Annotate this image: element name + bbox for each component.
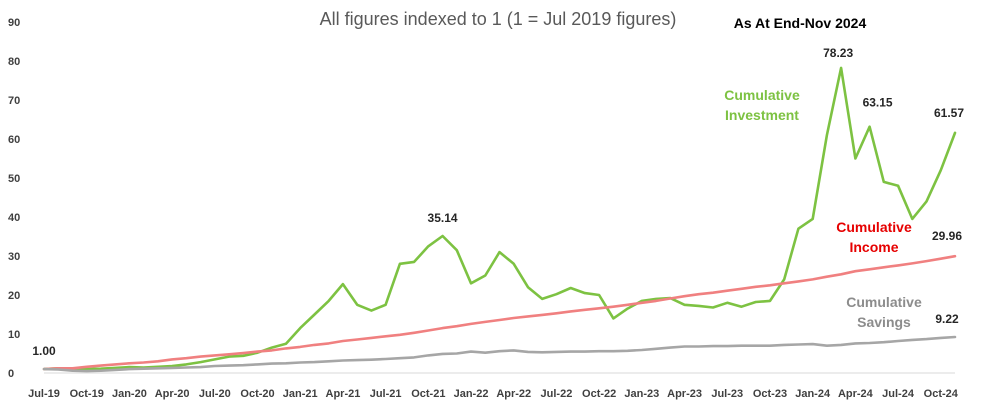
x-tick-label: Oct-21: [411, 388, 445, 400]
series-line-2: [42, 335, 957, 373]
x-tick-label: Oct-24: [924, 388, 959, 400]
series-line-0: [42, 66, 957, 372]
data-label: 9.22: [935, 312, 959, 326]
data-label: 35.14: [428, 211, 458, 225]
x-tick-label: Jan-20: [112, 388, 147, 400]
data-labels: 1.00 35.14 78.23 63.15 61.57 29.96 9.22: [32, 46, 964, 358]
chart-title: All figures indexed to 1 (1 = Jul 2019 f…: [320, 9, 677, 29]
y-tick-label: 30: [8, 251, 20, 263]
y-tick-label: 70: [8, 95, 20, 107]
y-tick-label: 10: [8, 329, 20, 341]
x-tick-label: Jan-23: [624, 388, 659, 400]
y-tick-label: 80: [8, 56, 20, 68]
series-labels: Cumulative Investment Cumulative Income Cumu…: [724, 87, 922, 330]
x-tick-label: Oct-20: [240, 388, 274, 400]
x-tick-label: Apr-20: [155, 388, 190, 400]
x-tick-label: Apr-21: [326, 388, 361, 400]
y-tick-label: 60: [8, 134, 20, 146]
y-tick-label: 20: [8, 290, 20, 302]
x-tick-label: Oct-19: [70, 388, 104, 400]
series-line-1: [42, 254, 957, 371]
x-tick-label: Oct-23: [753, 388, 787, 400]
x-axis: Jul-19 Oct-19 Jan-20 Apr-20 Jul-20 Oct-20 Jan-…: [28, 372, 959, 400]
series-label-2: Cumulative Savings: [846, 294, 922, 330]
y-tick-label: 40: [8, 212, 20, 224]
x-tick-label: Jan-21: [283, 388, 318, 400]
x-tick-label: Jul-24: [882, 388, 915, 400]
series-lines: [42, 66, 957, 373]
chart-subtitle: As At End-Nov 2024: [734, 15, 867, 31]
y-tick-label: 90: [8, 17, 20, 29]
y-tick-label: 50: [8, 173, 20, 185]
x-tick-label: Jan-24: [795, 388, 831, 400]
x-tick-label: Jul-19: [28, 388, 60, 400]
series-label-1: Cumulative Income: [836, 219, 912, 255]
x-tick-label: Oct-22: [582, 388, 616, 400]
y-tick-label: 0: [8, 368, 14, 380]
x-tick-label: Jul-21: [370, 388, 402, 400]
data-label: 29.96: [932, 229, 962, 243]
data-label: 61.57: [934, 106, 964, 120]
data-label: 63.15: [863, 96, 893, 110]
x-tick-label: Jul-22: [541, 388, 573, 400]
x-tick-label: Jul-20: [199, 388, 231, 400]
x-tick-label: Apr-22: [496, 388, 531, 400]
data-label: 1.00: [32, 344, 56, 358]
y-axis: 0 10 20 30 40 50 60 70 80 90: [8, 17, 20, 380]
x-tick-label: Apr-24: [838, 388, 874, 400]
x-tick-label: Apr-23: [667, 388, 702, 400]
x-tick-label: Jul-23: [711, 388, 743, 400]
series-label-0: Cumulative Investment: [724, 87, 800, 123]
data-label: 78.23: [823, 46, 853, 60]
x-tick-label: Jan-22: [454, 388, 489, 400]
